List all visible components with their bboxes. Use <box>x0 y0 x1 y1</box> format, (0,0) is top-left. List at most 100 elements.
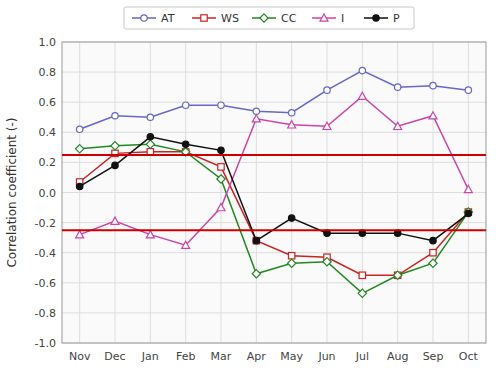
series <box>76 134 471 244</box>
marker <box>76 183 82 189</box>
marker <box>394 122 402 129</box>
marker <box>146 231 154 238</box>
y-tick-label: -0.8 <box>35 307 56 320</box>
x-grid-line <box>185 42 186 343</box>
legend-marker <box>201 15 207 21</box>
plot-frame <box>62 42 486 343</box>
y-tick-label: 0.2 <box>39 156 57 169</box>
marker <box>288 215 294 221</box>
marker <box>394 84 400 90</box>
y-grid-line <box>62 312 486 313</box>
legend-label: I <box>341 12 344 25</box>
x-grid-line <box>256 42 257 343</box>
marker <box>430 237 436 243</box>
legend-label: AT <box>161 12 175 25</box>
marker <box>359 272 365 278</box>
y-grid-line <box>62 162 486 163</box>
series <box>76 67 471 132</box>
legend-marker <box>260 14 268 22</box>
x-tick-label: Aug <box>387 350 408 363</box>
y-grid-line <box>62 282 486 283</box>
marker <box>146 140 154 148</box>
reference-line <box>62 154 486 156</box>
marker <box>111 142 119 150</box>
reference-line <box>62 229 486 231</box>
x-tick-label: Sep <box>423 350 444 363</box>
series <box>76 149 471 279</box>
marker <box>288 121 296 128</box>
marker <box>430 82 436 88</box>
legend: AT WS CC I P <box>124 7 414 29</box>
x-grid-line <box>115 42 116 343</box>
series-line <box>80 137 469 241</box>
y-tick-label: 0.6 <box>39 96 57 109</box>
marker <box>218 164 224 170</box>
legend-label: WS <box>221 12 239 25</box>
marker <box>182 141 188 147</box>
x-tick-label: Jul <box>355 350 369 363</box>
legend-marker <box>320 14 328 21</box>
marker <box>430 250 436 256</box>
marker <box>323 122 331 129</box>
x-tick-label: Feb <box>176 350 195 363</box>
x-tick-label: Nov <box>69 350 91 363</box>
y-tick-label: -0.6 <box>35 277 56 290</box>
marker <box>288 110 294 116</box>
y-tick-label: 0.8 <box>39 66 57 79</box>
y-grid-line <box>62 102 486 103</box>
marker <box>112 162 118 168</box>
x-grid-line <box>150 42 151 343</box>
chart: -1.0-0.8-0.6-0.4-0.20.00.20.40.60.81.0No… <box>0 0 500 377</box>
marker <box>288 253 294 259</box>
series-line <box>80 96 469 245</box>
marker <box>359 67 365 73</box>
series-line <box>80 144 469 293</box>
legend-label: CC <box>281 12 297 25</box>
marker <box>323 258 331 266</box>
x-tick-label: May <box>280 350 303 363</box>
legend-marker <box>373 15 379 21</box>
marker <box>218 147 224 153</box>
y-grid-line <box>62 222 486 223</box>
y-tick-label: 0.0 <box>39 187 57 200</box>
marker <box>465 210 471 216</box>
legend-item: CC <box>252 12 297 25</box>
y-grid-line <box>62 252 486 253</box>
marker <box>253 237 259 243</box>
legend-frame <box>124 7 414 29</box>
marker <box>76 145 84 153</box>
y-axis-label: Correlation coefficient (-) <box>5 117 19 267</box>
marker <box>394 272 400 278</box>
marker <box>182 102 188 108</box>
legend-label: P <box>393 12 400 25</box>
marker <box>252 270 260 278</box>
x-tick-label: Jun <box>317 350 335 363</box>
legend-item: WS <box>192 12 239 25</box>
data-area <box>62 67 486 297</box>
marker <box>358 92 366 99</box>
marker <box>253 108 259 114</box>
marker <box>217 175 225 183</box>
marker <box>182 241 190 248</box>
marker <box>288 259 296 267</box>
y-tick-label: -0.2 <box>35 217 56 230</box>
y-grid-line <box>62 72 486 73</box>
x-tick-label: Mar <box>211 350 232 363</box>
grid <box>62 42 486 343</box>
y-grid-line <box>62 132 486 133</box>
x-grid-line <box>79 42 80 343</box>
x-tick-label: Apr <box>247 350 267 363</box>
marker <box>218 102 224 108</box>
marker <box>465 87 471 93</box>
marker <box>252 115 260 122</box>
series-line <box>80 152 469 275</box>
y-tick-label: -0.4 <box>35 247 56 260</box>
x-grid-line <box>221 42 222 343</box>
legend-item: I <box>312 12 344 25</box>
marker <box>394 271 402 279</box>
x-tick-label: Oct <box>459 350 479 363</box>
marker <box>112 113 118 119</box>
legend-item: AT <box>132 12 175 25</box>
marker <box>324 87 330 93</box>
marker <box>429 112 437 119</box>
